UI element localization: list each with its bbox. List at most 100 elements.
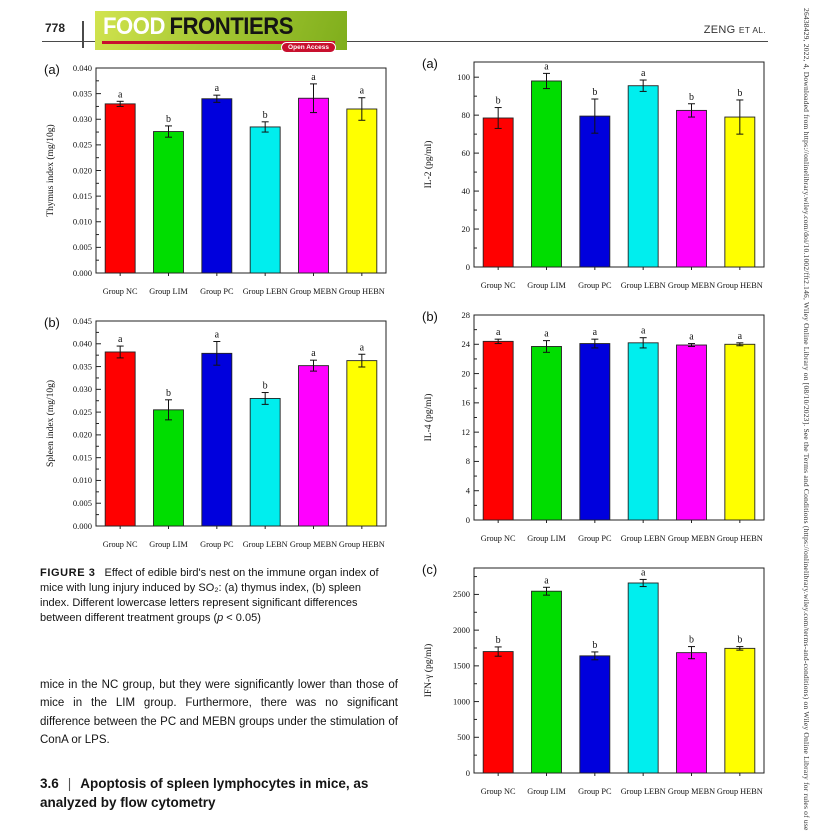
sig-letter: a xyxy=(215,330,220,341)
y-tick-label: 0.020 xyxy=(73,430,92,440)
plot-frame xyxy=(473,61,765,268)
x-category-label: Group HEBN xyxy=(717,787,763,796)
x-category-label: Group LIM xyxy=(149,540,188,549)
x-category-label: Group NC xyxy=(481,787,516,796)
y-tick-label: 80 xyxy=(462,110,471,120)
chart-svg: (b) 0.000 0.005 0.010 0.015 0.020 0.025 0.030 0.… xyxy=(44,315,387,549)
y-tick-label: 0 xyxy=(466,515,470,525)
y-tick-label: 16 xyxy=(462,398,471,408)
bar-group-mebn xyxy=(676,344,707,521)
bar-group-mebn xyxy=(676,109,707,268)
bar-group-mebn xyxy=(298,97,329,274)
bar-group-nc xyxy=(104,103,136,274)
sig-letter: a xyxy=(544,329,549,340)
x-category-label: Group PC xyxy=(578,534,612,543)
sig-letter: a xyxy=(118,334,123,345)
il4-chart: (b) 0 4 8 12 16 20 24 28 a Group NC a Group LIM a Grou… xyxy=(418,297,774,550)
x-category-label: Group PC xyxy=(200,287,234,296)
chart-svg: (c) 0 500 1000 1500 2000 2500 b Group NC a Group L… xyxy=(422,562,765,796)
right-column: (a) 0 20 40 60 80 100 b Group NC a Group LIM b Group… xyxy=(418,44,780,803)
bar-group-lebn xyxy=(249,397,281,527)
sig-letter: b xyxy=(263,110,268,121)
y-tick-label: 0.040 xyxy=(73,63,92,73)
bar-group-lebn xyxy=(627,582,659,774)
bar-group-pc xyxy=(201,352,233,527)
y-tick-label: 20 xyxy=(462,368,471,378)
page-number: 778 xyxy=(45,21,66,35)
copyright-sidebar-note: 26438429, 2022, 4, Downloaded from https… xyxy=(802,8,811,831)
y-tick-label: 0.005 xyxy=(73,498,92,508)
y-tick-label: 1500 xyxy=(453,661,470,671)
bar-group-pc xyxy=(579,655,611,774)
y-tick-label: 0.035 xyxy=(73,361,92,371)
page-header: 778 ZENG ET AL. xyxy=(42,0,768,48)
x-category-label: Group LIM xyxy=(149,287,188,296)
journal-logo: FOOD FRONTIERS Open Access xyxy=(95,11,347,53)
y-tick-label: 24 xyxy=(462,339,471,349)
x-category-label: Group NC xyxy=(481,534,516,543)
sig-letter: a xyxy=(544,575,549,586)
section-heading-divider: | xyxy=(67,776,72,792)
plot-frame xyxy=(473,567,765,774)
chart-svg: (a) 0.000 0.005 0.010 0.015 0.020 0.025 0.030 0.… xyxy=(44,62,387,296)
y-tick-label: 40 xyxy=(462,186,471,196)
x-category-label: Group MEBN xyxy=(668,787,715,796)
y-axis-label: Spleen index (mg/10g) xyxy=(45,380,56,467)
journal-logo-word-frontiers: FRONTIERS xyxy=(169,13,294,40)
sig-letter: a xyxy=(641,567,646,578)
sig-letter: a xyxy=(641,326,646,337)
y-tick-label: 0.020 xyxy=(73,165,92,175)
sig-letter: b xyxy=(166,114,171,125)
figure-caption-text: Effect of edible bird's nest on the immu… xyxy=(40,567,379,624)
y-tick-label: 4 xyxy=(466,486,471,496)
figure-caption: FIGURE 3 Effect of edible bird's nest on … xyxy=(40,566,392,626)
x-category-label: Group LEBN xyxy=(243,540,288,549)
panel-letter: (a) xyxy=(44,62,60,77)
y-tick-label: 2500 xyxy=(453,589,470,599)
y-tick-label: 0.030 xyxy=(73,114,92,124)
running-head: ZENG ET AL. xyxy=(704,24,766,36)
bar-group-pc xyxy=(579,343,611,521)
x-category-label: Group LIM xyxy=(527,281,566,290)
header-divider xyxy=(82,21,84,48)
y-tick-label: 0.010 xyxy=(73,217,92,227)
y-tick-label: 0.030 xyxy=(73,384,92,394)
sig-letter: b xyxy=(592,640,597,651)
journal-logo-underline xyxy=(102,41,335,44)
sig-letter: a xyxy=(496,327,501,338)
x-category-label: Group PC xyxy=(578,787,612,796)
bar-group-hebn xyxy=(724,116,756,268)
sig-letter: a xyxy=(215,83,220,94)
panel-letter: (b) xyxy=(422,309,438,324)
sig-letter: a xyxy=(311,348,316,359)
y-tick-label: 20 xyxy=(462,224,471,234)
journal-logo-word-food: FOOD xyxy=(103,13,165,40)
y-tick-label: 28 xyxy=(462,310,471,320)
y-tick-label: 1000 xyxy=(453,696,470,706)
sig-letter: a xyxy=(118,89,123,100)
y-tick-label: 0.010 xyxy=(73,475,92,485)
bar-group-hebn xyxy=(346,360,378,527)
x-category-label: Group HEBN xyxy=(717,281,763,290)
bar-group-lim xyxy=(153,409,184,527)
bar-group-nc xyxy=(482,340,514,521)
bar-group-hebn xyxy=(346,108,378,274)
bar-group-pc xyxy=(201,98,233,274)
sig-letter: b xyxy=(496,635,501,646)
x-category-label: Group PC xyxy=(200,540,234,549)
x-category-label: Group HEBN xyxy=(339,540,385,549)
bar-group-lim xyxy=(531,590,562,774)
panel-letter: (a) xyxy=(422,56,438,71)
bar-group-pc xyxy=(579,115,611,268)
figure-caption-label: FIGURE 3 xyxy=(40,567,96,579)
y-axis-label: IL-2 (pg/ml) xyxy=(423,141,434,189)
spleen-index-chart: (b) 0.000 0.005 0.010 0.015 0.020 0.025 0.030 0.… xyxy=(40,303,396,556)
thymus-index-chart: (a) 0.000 0.005 0.010 0.015 0.020 0.025 0.030 0.… xyxy=(40,50,396,303)
section-heading: 3.6 | Apoptosis of spleen lymphocytes in m… xyxy=(40,775,400,811)
y-axis-label: IL-4 (pg/ml) xyxy=(423,394,434,442)
x-category-label: Group NC xyxy=(103,540,138,549)
panel-letter: (c) xyxy=(422,562,437,577)
x-category-label: Group NC xyxy=(481,281,516,290)
x-category-label: Group HEBN xyxy=(339,287,385,296)
y-tick-label: 0.015 xyxy=(73,452,92,462)
